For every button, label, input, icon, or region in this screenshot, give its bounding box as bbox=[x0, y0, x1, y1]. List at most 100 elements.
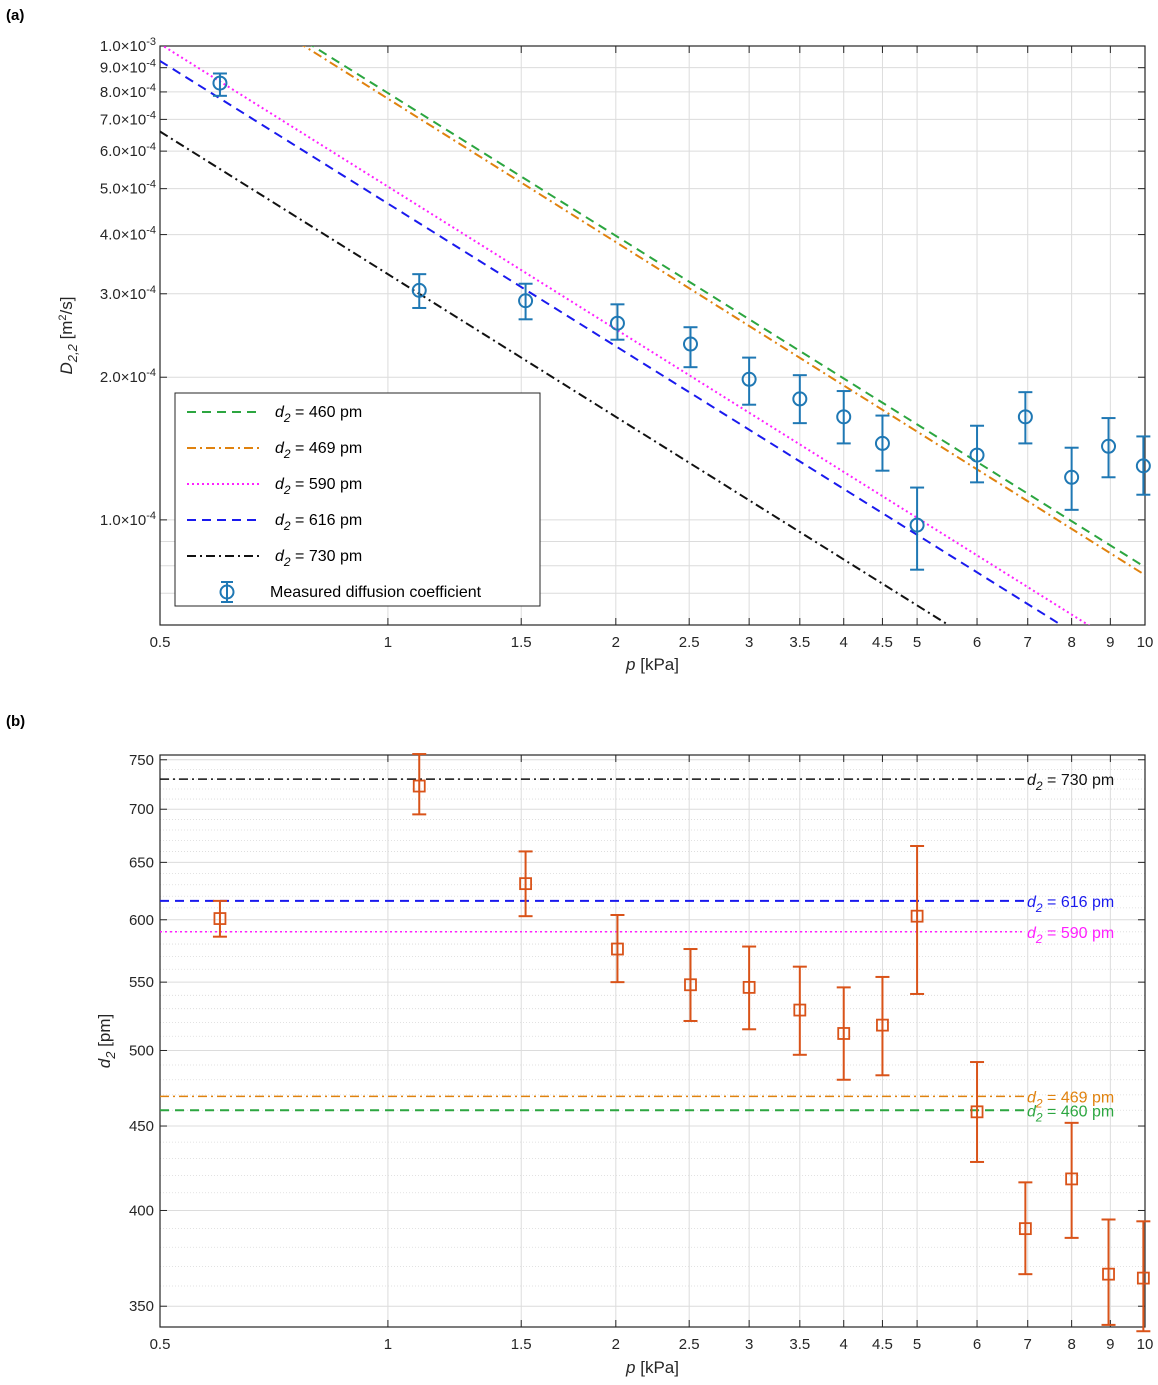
panel-a-legend-label-469: d2 = 469 pm bbox=[275, 440, 362, 461]
panel-b-x-tick-label: 1.5 bbox=[511, 1336, 532, 1353]
panel-b-x-tick-label: 3 bbox=[745, 1336, 753, 1353]
panel-a-series-line-616 bbox=[160, 60, 1064, 625]
panel-b-data-point bbox=[1018, 1222, 1032, 1236]
panel-a-data-point bbox=[874, 435, 890, 451]
panel-b-plot-frame bbox=[159, 754, 1146, 1328]
panel-b-x-tick-label: 5 bbox=[913, 1336, 921, 1353]
panel-b-y-tick-label: 600 bbox=[129, 912, 154, 929]
panel-b-errorbar bbox=[1064, 1121, 1079, 1239]
panel-b-y-tick-label: 700 bbox=[129, 801, 154, 818]
panel-a-errorbar bbox=[1017, 391, 1033, 445]
panel-b-x-tick-label: 7 bbox=[1024, 1336, 1032, 1353]
panel-b-y-tick-label: 550 bbox=[129, 974, 154, 991]
panel-b-errorbar bbox=[1101, 1218, 1116, 1326]
panel-a-legend: d2 = 460 pm d2 = 469 pm d2 = 590 pm d2 = 61… bbox=[174, 392, 541, 607]
panel-a-x-tick-label: 3 bbox=[745, 634, 753, 651]
panel-a-errorbar bbox=[741, 356, 757, 406]
panel-b-data-point bbox=[213, 912, 227, 925]
panel-b-errorbar bbox=[1018, 1181, 1033, 1276]
panel-b-errorbar bbox=[1136, 1220, 1151, 1333]
panel-b-errorbar bbox=[683, 948, 698, 1022]
panel-b-ref-label-590: d2 = 590 pm bbox=[1027, 925, 1114, 946]
panel-a-errorbar bbox=[518, 282, 534, 321]
panel-a-y-axis-label: D2,2 [m2/s] bbox=[57, 296, 80, 374]
panel-a-x-tick-label: 7 bbox=[1024, 634, 1032, 651]
panel-a-data-point bbox=[1101, 438, 1117, 454]
panel-a-errorbar bbox=[792, 374, 808, 425]
panel-b-y-tick-label: 750 bbox=[129, 752, 154, 769]
panel-b-y-tick-label: 350 bbox=[129, 1298, 154, 1315]
panel-a-x-tick-label: 4 bbox=[840, 634, 848, 651]
panel-b-x-tick-label: 4.5 bbox=[872, 1336, 893, 1353]
panel-a-x-tick-label: 6 bbox=[973, 634, 981, 651]
panel-b-data-point bbox=[1065, 1172, 1079, 1186]
panel-b-x-tick-label: 3.5 bbox=[789, 1336, 810, 1353]
panel-b-errorbar bbox=[212, 899, 227, 938]
panel-a-x-tick-label: 1 bbox=[384, 634, 392, 651]
panel-a-data-point bbox=[969, 447, 985, 463]
panel-a-legend-box bbox=[174, 392, 541, 607]
panel-b-x-tick-label: 2.5 bbox=[679, 1336, 700, 1353]
panel-b-data-point bbox=[970, 1105, 984, 1119]
panel-a-errorbar bbox=[212, 72, 228, 97]
panel-b-x-tick-label: 4 bbox=[840, 1336, 848, 1353]
panel-a-plot-frame bbox=[159, 45, 1146, 626]
panel-b-y-tick-label: 650 bbox=[129, 854, 154, 871]
panel-b-ref-label-616: d2 = 616 pm bbox=[1027, 894, 1114, 915]
panel-a-legend-label-measured: Measured diffusion coefficient bbox=[270, 584, 482, 601]
panel-b-ref-label-460: d2 = 460 pm bbox=[1027, 1103, 1114, 1124]
panel-a-y-tick-label: 1.0×10-3 bbox=[100, 36, 156, 55]
panel-b-data-point bbox=[519, 877, 532, 891]
panel-b-errorbar bbox=[970, 1061, 985, 1163]
panel-b-label: (b) bbox=[6, 713, 25, 730]
panel-a-series-line-590 bbox=[161, 46, 1091, 625]
panel-b-errorbar bbox=[742, 945, 757, 1031]
panel-a-data-point bbox=[909, 517, 925, 533]
panel-a-x-tick-label: 5 bbox=[913, 634, 921, 651]
panel-a-errorbar bbox=[1064, 446, 1080, 511]
panel-a-data-point bbox=[1064, 469, 1080, 485]
panel-a-x-tick-label: 0.5 bbox=[150, 634, 171, 651]
panel-a-data-point bbox=[1135, 458, 1151, 474]
panel-b-x-tick-label: 6 bbox=[973, 1336, 981, 1353]
panel-b-x-tick-label: 0.5 bbox=[150, 1336, 171, 1353]
panel-b-x-tick-label: 1 bbox=[384, 1336, 392, 1353]
panel-a-errorbar bbox=[874, 414, 890, 472]
panel-b-data-point bbox=[684, 978, 697, 992]
panel-b-data-point bbox=[1136, 1271, 1150, 1285]
panel-a-label: (a) bbox=[6, 7, 24, 24]
panel-b-y-tick-label: 400 bbox=[129, 1202, 154, 1219]
panel-a-data-point bbox=[682, 336, 698, 352]
panel-a-errorbar bbox=[411, 273, 427, 309]
panel-a-y-tick-label: 1.0×10-4 bbox=[100, 510, 156, 529]
panel-a-legend-label-616: d2 = 616 pm bbox=[275, 512, 362, 533]
panel-b-errorbar bbox=[610, 913, 625, 984]
panel-a-legend-measured-marker bbox=[219, 584, 235, 600]
panel-a-data-point bbox=[411, 282, 427, 298]
panel-b-ref-label-469: d2 = 469 pm bbox=[1027, 1089, 1114, 1110]
panel-a-series-line-469 bbox=[302, 46, 1145, 576]
panel-b-chart: 0.5 1 1.5 2 2.5 3 3.5 4 4.5 5 6 7 8 9 10 350 400 450 500 55… bbox=[95, 752, 1153, 1377]
panel-a-legend-label-460: d2 = 460 pm bbox=[275, 404, 362, 425]
panel-a-x-tick-label: 3.5 bbox=[789, 634, 810, 651]
panel-a-data-point bbox=[212, 75, 228, 91]
panel-b-errorbar bbox=[836, 986, 851, 1081]
panel-b-x-tick-label: 9 bbox=[1106, 1336, 1114, 1353]
panel-b-grid bbox=[159, 755, 1146, 1327]
panel-a-grid bbox=[159, 45, 1146, 625]
panel-a-errorbar bbox=[682, 326, 698, 369]
panel-a-chart: 0.5 1 1.5 2 2.5 3 3.5 4 4.5 5 6 7 8 9 10 1.0×10-3 9.0×10… bbox=[57, 36, 1153, 674]
panel-b-data-point bbox=[910, 909, 924, 923]
panel-b-data-point bbox=[876, 1018, 889, 1032]
panel-b-x-axis-label: p [kPa] bbox=[625, 1358, 679, 1377]
panel-a-errorbar bbox=[969, 424, 985, 484]
panel-b-errorbar bbox=[910, 845, 925, 995]
panel-b-x-tick-label: 2 bbox=[612, 1336, 620, 1353]
panel-a-x-tick-label: 4.5 bbox=[872, 634, 893, 651]
panel-b-y-axis-label: d2 [pm] bbox=[95, 1014, 118, 1069]
panel-b-data-point bbox=[412, 779, 426, 793]
panel-a-x-axis-label: p [kPa] bbox=[625, 655, 679, 674]
panel-a-legend-label-590: d2 = 590 pm bbox=[275, 476, 362, 497]
